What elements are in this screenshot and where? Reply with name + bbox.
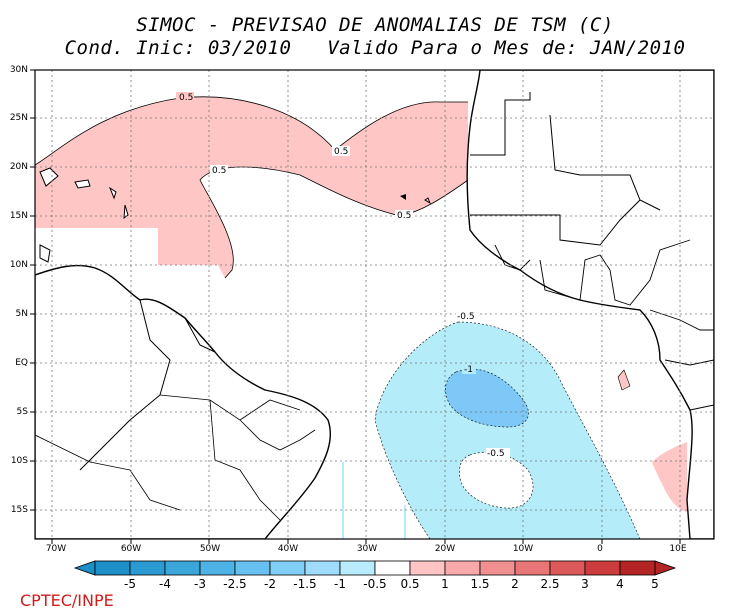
lon-label: 40W <box>277 544 299 554</box>
contour-label: -0.5 <box>487 449 505 459</box>
lon-label: 50W <box>199 544 221 554</box>
map-subtitle: Cond. Inic: 03/2010 Valido Para o Mes de… <box>64 37 686 59</box>
positive-anomaly-region <box>35 96 468 278</box>
colorbar-swatch <box>549 560 586 576</box>
plot-frame <box>34 69 715 540</box>
strong-negative-anomaly-region <box>445 368 529 428</box>
lon-label: 70W <box>45 544 67 554</box>
lat-label: 25N <box>9 113 28 123</box>
lat-label: 20N <box>9 162 28 172</box>
colorbar-label: -5 <box>124 577 136 591</box>
colorbar-swatch <box>199 560 236 576</box>
map-title: SIMOC - PREVISAO DE ANOMALIAS DE TSM (C) <box>136 14 614 36</box>
positive-anomaly-patch-gabon <box>617 369 631 391</box>
lat-label: 15S <box>10 505 28 515</box>
colorbar-swatch <box>514 560 551 576</box>
colorbar-label: 3 <box>581 577 589 591</box>
lon-label: 0 <box>597 544 603 554</box>
land-south-america <box>35 264 332 539</box>
colorbar-swatch <box>619 560 656 576</box>
colorbar-swatch <box>444 560 481 576</box>
colorbar-label: -2 <box>264 577 276 591</box>
colorbar-label: -3 <box>194 577 206 591</box>
colorbar-label: -1 <box>334 577 346 591</box>
contour-label: 0.5 <box>397 211 411 221</box>
colorbar-swatch <box>339 560 376 576</box>
lon-label: 10W <box>512 544 534 554</box>
colorbar-swatch <box>129 560 166 576</box>
colorbar-swatch <box>479 560 516 576</box>
lon-label: 30W <box>356 544 378 554</box>
contour-label: -0.5 <box>457 312 475 322</box>
contour-label: 0.5 <box>212 166 226 176</box>
neutral-hole-region <box>459 452 534 509</box>
colorbar-swatch <box>374 560 411 576</box>
colorbar-label: 1 <box>441 577 449 591</box>
colorbar-label: 5 <box>651 577 659 591</box>
colorbar-swatch <box>409 560 446 576</box>
lon-label: 60W <box>120 544 142 554</box>
colorbar-swatch <box>94 560 131 576</box>
lon-label: 10E <box>669 544 687 554</box>
colorbar-label: 2 <box>511 577 519 591</box>
colorbar-label: 4 <box>616 577 624 591</box>
contour-label: -1 <box>464 365 473 375</box>
colorbar-label: 2.5 <box>540 577 560 591</box>
colorbar-label: -4 <box>159 577 171 591</box>
colorbar-swatch <box>234 560 271 576</box>
contour-label: 0.5 <box>179 93 193 103</box>
lat-label: 5S <box>16 407 28 417</box>
colorbar-swatch <box>164 560 201 576</box>
colorbar-swatch <box>584 560 621 576</box>
lon-label: 20W <box>434 544 456 554</box>
contour-label: 0.5 <box>334 147 348 157</box>
lat-label: 15N <box>9 211 28 221</box>
lat-label: 10S <box>10 456 28 466</box>
colorbar-label: -1.5 <box>293 577 317 591</box>
colorbar-swatch <box>269 560 306 576</box>
lat-label: 30N <box>9 65 28 75</box>
lat-label: 5N <box>15 309 28 319</box>
colorbar-arrow-left <box>73 560 96 576</box>
colorbar-arrow-right <box>654 560 677 576</box>
colorbar-label: 0.5 <box>400 577 420 591</box>
positive-anomaly-patch-angola <box>652 442 687 512</box>
lat-label: EQ <box>15 358 28 368</box>
colorbar-label: 1.5 <box>470 577 490 591</box>
colorbar-label: -2.5 <box>223 577 247 591</box>
grid-lines <box>35 70 714 539</box>
credit-label: CPTEC/INPE <box>20 591 114 610</box>
colorbar-swatch <box>304 560 341 576</box>
lat-label: 10N <box>9 260 28 270</box>
colorbar-label: -0.5 <box>363 577 387 591</box>
